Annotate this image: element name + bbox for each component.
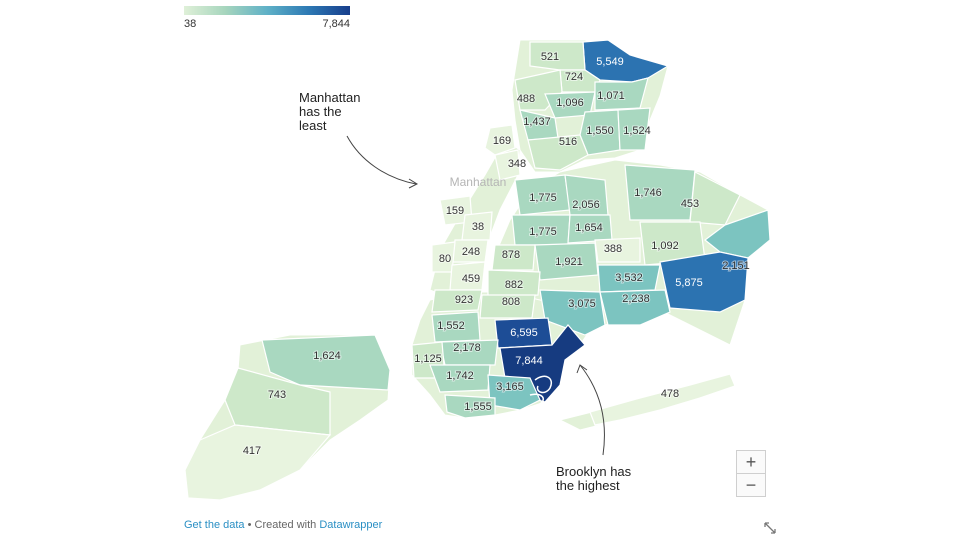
label-478: 478 — [661, 388, 679, 400]
district-923[interactable] — [431, 289, 483, 313]
label-388: 388 — [604, 243, 622, 255]
label-7844: 7,844 — [515, 355, 543, 367]
label-2178: 2,178 — [453, 342, 481, 354]
label-3165: 3,165 — [496, 381, 524, 393]
label-488: 488 — [517, 93, 535, 105]
label-453: 453 — [681, 198, 699, 210]
label-1654: 1,654 — [575, 222, 603, 234]
district-1524[interactable] — [617, 107, 651, 151]
district-1550[interactable] — [579, 109, 621, 156]
label-521: 521 — [541, 51, 559, 63]
bay-detail — [529, 375, 552, 405]
label-80: 80 — [439, 253, 451, 265]
label-2056: 2,056 — [572, 199, 600, 211]
annotation-manhattan: Manhattan has the least — [299, 90, 361, 133]
district-1921[interactable] — [534, 242, 599, 281]
district-348[interactable] — [494, 149, 521, 181]
label-348: 348 — [508, 158, 526, 170]
label-516: 516 — [559, 136, 577, 148]
label-159: 159 — [446, 205, 464, 217]
label-5549: 5,549 — [596, 56, 624, 68]
label-1742: 1,742 — [446, 370, 474, 382]
label-2238: 2,238 — [622, 293, 650, 305]
label-878: 878 — [502, 249, 520, 261]
district-478[interactable] — [589, 373, 736, 426]
district-1552[interactable] — [431, 311, 481, 343]
get-data-link[interactable]: Get the data — [184, 519, 245, 531]
zoom-in-button[interactable]: + — [745, 452, 757, 472]
zoom-control: + − — [736, 450, 766, 497]
label-1921: 1,921 — [555, 256, 583, 268]
label-1775a: 1,775 — [529, 192, 557, 204]
label-1092: 1,092 — [651, 240, 679, 252]
datawrapper-link[interactable]: Datawrapper — [319, 519, 383, 531]
district-shapes[interactable] — [184, 39, 771, 501]
label-882: 882 — [505, 279, 523, 291]
label-459: 459 — [462, 273, 480, 285]
annotation-brooklyn: Brooklyn has the highest — [556, 464, 632, 493]
manhattan-place-label: Manhattan — [450, 175, 507, 189]
label-1775b: 1,775 — [529, 226, 557, 238]
district-1071[interactable] — [594, 77, 649, 111]
label-3075: 3,075 — [568, 298, 596, 310]
district-417[interactable] — [184, 424, 332, 501]
district-2238[interactable] — [599, 289, 671, 326]
label-1125: 1,125 — [414, 353, 442, 365]
expand-icon[interactable] — [764, 522, 776, 534]
district-169[interactable] — [484, 124, 516, 156]
legend-min-label: 38 — [184, 18, 197, 30]
district-878[interactable] — [491, 244, 536, 271]
label-2151: 2,151 — [722, 260, 750, 272]
label-1555: 1,555 — [464, 401, 492, 413]
district-5875[interactable] — [659, 251, 749, 313]
footer-separator: • Created with — [244, 519, 320, 531]
district-882[interactable] — [487, 269, 541, 299]
label-923: 923 — [455, 294, 473, 306]
zoom-out-button[interactable]: − — [737, 473, 765, 496]
footer: Get the data • Created with Datawrapper — [184, 519, 382, 531]
legend-gradient-bar — [184, 6, 350, 15]
district-value-labels: 521 724 5,549 488 1,096 1,071 1,437 1,55… — [242, 50, 751, 458]
label-248: 248 — [462, 246, 480, 258]
label-417: 417 — [243, 445, 261, 457]
legend-max-label: 7,844 — [322, 18, 350, 30]
district-1624[interactable] — [261, 334, 391, 391]
label-1071: 1,071 — [597, 90, 625, 102]
label-1524: 1,524 — [623, 125, 651, 137]
label-6595: 6,595 — [510, 327, 538, 339]
label-743: 743 — [268, 389, 286, 401]
label-1437: 1,437 — [523, 116, 551, 128]
label-1746: 1,746 — [634, 187, 662, 199]
label-38: 38 — [472, 221, 484, 233]
label-169: 169 — [493, 135, 511, 147]
district-388[interactable] — [594, 237, 641, 263]
district-1742[interactable] — [429, 364, 491, 393]
district-808[interactable] — [479, 294, 536, 319]
label-1552: 1,552 — [437, 320, 465, 332]
district-38[interactable] — [461, 211, 493, 241]
label-1624: 1,624 — [313, 350, 341, 362]
label-1550: 1,550 — [586, 125, 614, 137]
label-808: 808 — [502, 296, 520, 308]
label-724: 724 — [565, 71, 583, 83]
district-3075[interactable] — [539, 289, 606, 336]
district-516[interactable] — [527, 134, 589, 171]
district-1555[interactable] — [444, 394, 496, 419]
color-legend: 38 7,844 — [184, 6, 350, 30]
label-3532: 3,532 — [615, 272, 643, 284]
annotation-arrows — [346, 135, 605, 456]
label-5875: 5,875 — [675, 277, 703, 289]
label-1096: 1,096 — [556, 97, 584, 109]
